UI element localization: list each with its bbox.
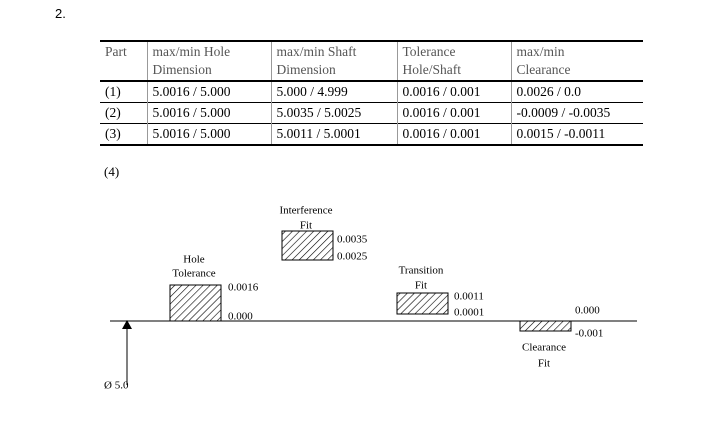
tolerance-box	[281, 230, 334, 261]
header-cell: Part	[100, 41, 147, 82]
box-label: Interference	[279, 205, 332, 217]
header-cell: max/min Clearance	[510, 41, 643, 82]
tolerance-box	[169, 284, 222, 322]
header-cell: max/min Hole Dimension	[146, 41, 271, 82]
header-cell: Tolerance Hole/Shaft	[396, 41, 511, 82]
lower-limit: 0.0025	[337, 251, 368, 263]
table-cell: 0.0026 / 0.0	[510, 81, 643, 103]
table-header: Part max/min Hole Dimension max/min Shaft Di…	[100, 41, 643, 82]
part-label: (4)	[104, 164, 120, 179]
table-cell: 5.0016 / 5.000	[146, 81, 271, 103]
header-line: Hole/Shaft	[402, 62, 462, 77]
tolerance-box	[519, 320, 572, 332]
problem-number: 2.	[55, 6, 66, 21]
table-cell: 0.0015 / -0.0011	[510, 123, 643, 145]
lower-limit: 0.0001	[454, 307, 484, 319]
table-cell: 0.0016 / 0.001	[396, 102, 511, 124]
header-line: Dimension	[276, 62, 336, 77]
table-cell: 0.0016 / 0.001	[396, 123, 511, 145]
table-cell: 5.000 / 4.999	[270, 81, 397, 103]
lower-limit: 0.000	[228, 311, 253, 323]
header-cell: max/min Shaft Dimension	[270, 41, 397, 82]
box-label: Tolerance	[172, 268, 215, 280]
table-cell: 5.0035 / 5.0025	[270, 102, 397, 124]
header-row: Part max/min Hole Dimension max/min Shaft Di…	[100, 41, 643, 82]
header-line: max/min Shaft	[276, 44, 357, 59]
table-cell: 5.0011 / 5.0001	[270, 123, 397, 145]
box-label: Transition	[399, 265, 444, 277]
table-cell: 0.0016 / 0.001	[396, 81, 511, 103]
upper-limit: 0.0016	[228, 282, 259, 294]
basic-size: Ø 5.0	[104, 380, 129, 392]
tolerance-box	[396, 292, 449, 315]
header-line: Dimension	[152, 62, 212, 77]
table-cell: 5.0016 / 5.000	[146, 123, 271, 145]
upper-limit: 0.0011	[454, 291, 484, 303]
header-line: Clearance	[516, 62, 571, 77]
table-row: (1) 5.0016 / 5.000 5.000 / 4.999 0.0016 / 0…	[100, 81, 643, 103]
table-body: (1) 5.0016 / 5.000 5.000 / 4.999 0.0016 / 0…	[100, 81, 643, 145]
lower-limit: -0.001	[575, 328, 603, 340]
box-label: Hole	[183, 254, 205, 266]
table-cell: 5.0016 / 5.000	[146, 102, 271, 124]
header-line: Part	[105, 44, 127, 59]
header-line: Tolerance	[402, 44, 456, 59]
upper-limit: 0.000	[575, 305, 600, 317]
table-cell: (3)	[105, 126, 121, 141]
header-line: max/min Hole	[152, 44, 231, 59]
box-label: Fit	[415, 280, 427, 292]
header-line: max/min	[516, 44, 565, 59]
table: Part max/min Hole Dimension max/min Shaft Di…	[100, 40, 643, 146]
table-row: (2) 5.0016 / 5.000 5.0035 / 5.0025 0.0016 /…	[100, 102, 643, 124]
arrow-head	[122, 320, 132, 329]
table-cell: -0.0009 / -0.0035	[510, 102, 643, 124]
upper-limit: 0.0035	[337, 234, 368, 246]
table-row: (3) 5.0016 / 5.000 5.0011 / 5.0001 0.0016 /…	[100, 123, 643, 145]
table-cell: (1)	[105, 84, 121, 99]
box-label: Fit	[538, 358, 550, 370]
table-cell: (2)	[105, 105, 121, 120]
box-label: Clearance	[522, 342, 566, 354]
box-label: Fit	[300, 220, 312, 232]
